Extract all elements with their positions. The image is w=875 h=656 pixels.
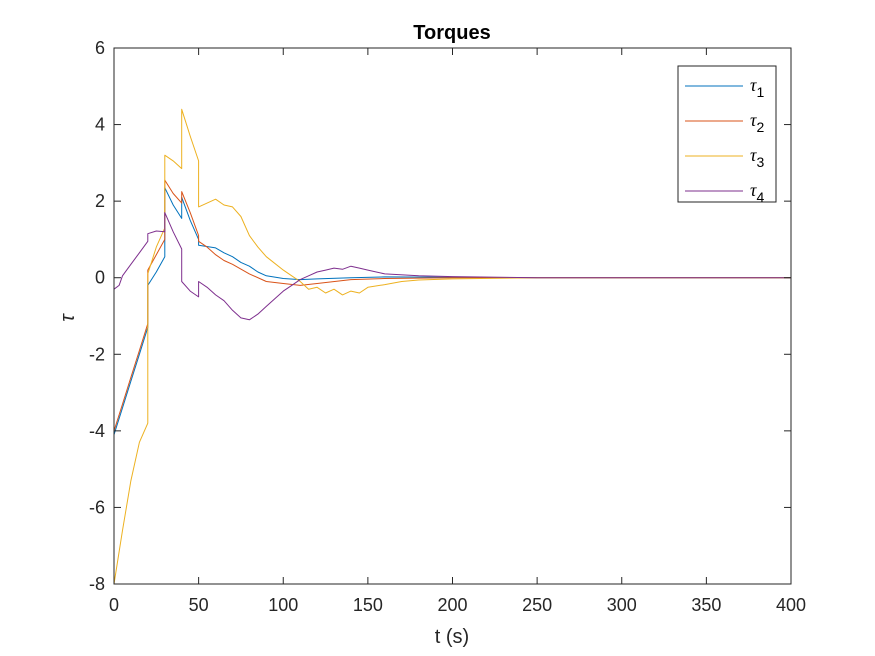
legend-box [677,65,777,203]
y-tick-label: -2 [89,344,105,364]
y-tick-label: -6 [89,497,105,517]
y-tick-label: 2 [95,191,105,211]
y-tick-label: -4 [89,421,105,441]
plot-frame [113,47,792,585]
y-tick-label: 0 [95,268,105,288]
y-tick-label: -8 [89,574,105,594]
series-line-3 [113,108,791,585]
x-tick-label: 400 [776,595,806,615]
x-tick-label: 100 [268,595,298,615]
x-tick-label: 0 [109,595,119,615]
x-axis-label: t (s) [435,626,469,648]
x-tick-label: 150 [353,595,383,615]
y-tick-label: 6 [95,38,105,58]
x-tick-label: 250 [522,595,552,615]
y-axis-label: τ [57,313,79,322]
x-tick-label: 50 [189,595,209,615]
y-tick-label: 4 [95,115,105,135]
ticks-layer: 0 50 100 150 200 250 300 350 400 -8 -6 -4 -2 0 2 4 6 [89,38,806,615]
series-layer [113,108,791,585]
x-tick-label: 300 [607,595,637,615]
x-tick-label: 350 [691,595,721,615]
x-tick-label: 200 [437,595,467,615]
chart-title: Torques [413,22,490,44]
series-line-4 [113,212,791,321]
